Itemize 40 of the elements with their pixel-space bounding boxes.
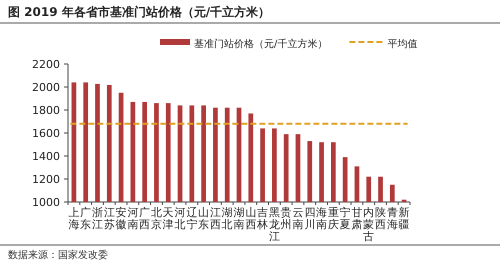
x-tick-label: 北京 xyxy=(150,206,162,231)
x-tick-label: 湖南 xyxy=(234,206,244,231)
x-tick-label: 上海 xyxy=(68,206,80,231)
x-tick-label: 海南 xyxy=(316,206,328,231)
x-tick-label: 河南 xyxy=(127,206,138,231)
x-tick-label: 四川 xyxy=(304,206,316,231)
legend-label: 平均值 xyxy=(387,38,418,50)
y-tick-label: 1600 xyxy=(32,127,60,140)
y-tick-label: 1800 xyxy=(32,104,60,117)
y-tick-label: 1200 xyxy=(32,173,60,186)
x-tick-label: 重庆 xyxy=(328,206,339,231)
x-tick-label: 辽宁 xyxy=(186,206,198,231)
x-tick-label: 云南 xyxy=(292,206,304,231)
y-tick-label: 1000 xyxy=(32,196,60,209)
x-tick-label: 青海 xyxy=(386,206,398,231)
legend-label: 基准门站价格（元/千立方米） xyxy=(194,38,328,50)
x-tick-label: 贵州 xyxy=(280,206,292,231)
x-tick-label: 河北 xyxy=(174,206,186,231)
y-tick-label: 1400 xyxy=(32,150,60,163)
x-tick-label: 新疆 xyxy=(398,206,410,231)
chart-title: 图 2019 年各省市基准门站价格（元/千立方米） xyxy=(8,5,270,19)
x-tick-label: 山西 xyxy=(245,206,256,231)
x-tick-label: 广西 xyxy=(139,206,150,231)
x-tick-label: 宁夏 xyxy=(340,206,351,231)
x-tick-label: 吉林 xyxy=(256,206,268,231)
x-tick-label: 广东 xyxy=(80,206,92,231)
source-note: 数据来源：国家发改委 xyxy=(8,249,108,261)
x-tick-label: 黑龙江 xyxy=(268,206,280,243)
x-tick-label: 陕西 xyxy=(375,206,386,231)
x-tick-label: 湖北 xyxy=(222,206,233,231)
x-tick-label: 江西 xyxy=(210,206,221,231)
x-tick-label: 江苏 xyxy=(104,206,115,231)
x-tick-label: 天津 xyxy=(162,206,174,231)
x-tick-label: 内蒙古 xyxy=(363,206,374,243)
x-tick-label: 甘肃 xyxy=(351,206,362,231)
x-tick-label: 安徽 xyxy=(116,206,127,231)
y-tick-label: 2000 xyxy=(32,81,60,94)
x-tick-label: 浙江 xyxy=(92,206,103,231)
y-tick-label: 2200 xyxy=(32,58,60,71)
x-tick-label: 山东 xyxy=(198,206,210,231)
